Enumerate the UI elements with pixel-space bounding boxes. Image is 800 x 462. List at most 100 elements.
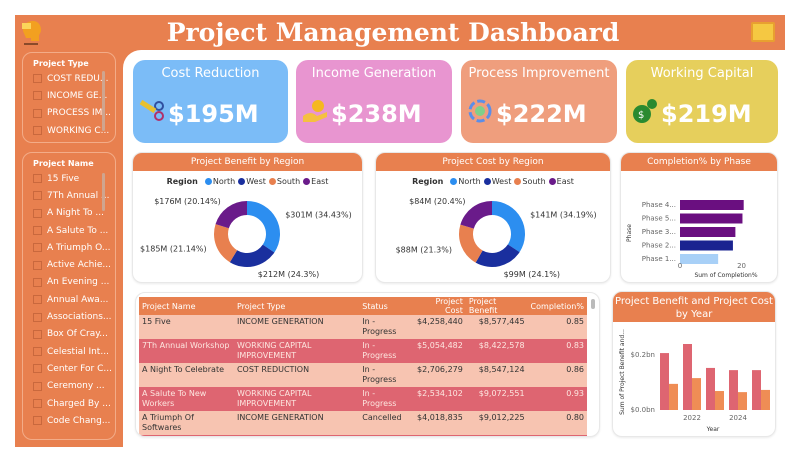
slicer-item[interactable]: 7Th Annual ... [33, 187, 115, 204]
slicer-item[interactable]: Celestial Int... [33, 343, 115, 360]
bar[interactable] [680, 240, 733, 251]
bar[interactable] [706, 367, 715, 410]
slicer-item[interactable]: A Night To ... [33, 205, 115, 222]
scrollbar[interactable] [591, 299, 595, 309]
checkbox[interactable] [33, 226, 42, 236]
donut-slice-north[interactable] [492, 201, 525, 253]
legend-item[interactable]: West [235, 177, 266, 186]
checkbox[interactable] [33, 399, 42, 408]
slicer-item[interactable]: A Salute To ... [33, 222, 115, 239]
bar[interactable] [680, 227, 736, 237]
donut-slice-south[interactable] [459, 224, 483, 263]
slicer-item[interactable]: Annual Awa... [33, 291, 115, 308]
checkbox[interactable] [33, 329, 42, 339]
legend-title: Region [412, 177, 444, 186]
slicer-item[interactable]: A Triumph O... [33, 239, 115, 256]
bar[interactable] [715, 391, 724, 410]
legend-item[interactable]: North [202, 177, 235, 186]
bar[interactable] [729, 370, 738, 410]
slicer-item[interactable]: Charged By ... [33, 395, 115, 412]
slicer-item[interactable]: Center For C... [33, 360, 115, 377]
checkbox[interactable] [33, 312, 42, 322]
checkbox[interactable] [33, 108, 42, 118]
checkbox[interactable] [33, 381, 42, 391]
bar[interactable] [752, 370, 761, 410]
bar[interactable] [738, 392, 747, 410]
table-cell: In - Progress [359, 387, 413, 411]
checkbox[interactable] [33, 191, 42, 201]
slicer-item[interactable]: WORKING C... [33, 122, 115, 139]
legend-item[interactable]: South [511, 177, 546, 186]
slicer-item[interactable]: Active Achie... [33, 256, 115, 273]
data-label: $141M (34.19%) [530, 211, 597, 220]
slicer-item[interactable]: An Evening ... [33, 274, 115, 291]
legend-item[interactable]: South [266, 177, 300, 186]
table-cell: $9,012,225 [465, 411, 528, 435]
legend-item[interactable]: East [546, 177, 574, 186]
table-cell: INCOME GENERATION [233, 411, 360, 435]
table-row[interactable]: 15 Five INCOME GENERATION In - Progress $4,… [139, 315, 587, 339]
checkbox[interactable] [33, 277, 42, 287]
scrollbar[interactable] [102, 173, 105, 211]
donut-slice-north[interactable] [247, 201, 280, 253]
slicer-item[interactable]: Code Chang... [33, 412, 115, 429]
slicer-item[interactable]: Ceremony ... [33, 378, 115, 395]
table-cell: Cancelled [359, 411, 413, 435]
table-row[interactable]: 7Th Annual Workshop WORKING CAPITAL IMPRO… [139, 339, 587, 363]
bar[interactable] [692, 378, 701, 410]
table-row[interactable]: A Triumph Of Softwares INCOME GENERATION C… [139, 411, 587, 435]
checkbox[interactable] [33, 91, 42, 101]
checkbox[interactable] [33, 295, 42, 305]
bar[interactable] [680, 200, 744, 210]
legend-title: Region [166, 177, 198, 186]
bar[interactable] [660, 353, 669, 410]
x-axis-label: Sum of Completion% [694, 272, 757, 279]
table-row[interactable]: A Salute To New Workers WORKING CAPITAL I… [139, 387, 587, 411]
bar[interactable] [680, 254, 719, 264]
slicer-item-label: Center For C... [47, 363, 112, 374]
column-header[interactable]: Project Type [233, 297, 360, 315]
legend-item[interactable]: North [447, 177, 481, 186]
table-row[interactable]: Active AchievementINCOME GENERATIONCance… [139, 435, 587, 436]
table-cell: $8,422,578 [465, 339, 528, 363]
slicer-item-label: Code Chang... [47, 415, 111, 426]
tick-label: Phase 5... [642, 215, 676, 223]
bar[interactable] [680, 213, 743, 224]
legend-item[interactable]: West [481, 177, 511, 186]
donut-slice-south[interactable] [214, 224, 238, 263]
column-header[interactable]: Completion% [527, 297, 587, 315]
checkbox[interactable] [33, 126, 42, 136]
column-header[interactable]: Project Cost [412, 297, 466, 315]
table-cell: 7Th Annual Workshop [139, 339, 234, 363]
checkbox[interactable] [33, 74, 42, 84]
slicer-item[interactable]: Box Of Cray... [33, 326, 115, 343]
bar[interactable] [761, 389, 770, 410]
column-header[interactable]: Project Benefit [465, 297, 528, 315]
scrollbar[interactable] [102, 71, 105, 131]
checkbox[interactable] [33, 347, 42, 357]
checkbox[interactable] [33, 364, 42, 374]
table-row[interactable]: A Night To Celebrate COST REDUCTION In - P… [139, 363, 587, 387]
donut-slice-east[interactable] [460, 201, 492, 229]
checkbox[interactable] [33, 208, 42, 218]
bar[interactable] [683, 344, 692, 410]
checkbox[interactable] [33, 243, 42, 253]
checkbox[interactable] [33, 174, 42, 184]
donut-slice-west[interactable] [229, 244, 275, 267]
legend-item[interactable]: East [300, 177, 328, 186]
slicer-item[interactable]: PROCESS IM... [33, 105, 115, 122]
donut-slice-east[interactable] [215, 201, 247, 229]
slicer-item[interactable]: COST REDU... [33, 70, 115, 87]
bar[interactable] [669, 383, 678, 410]
kpi-card: Working Capital $ $219M [626, 60, 778, 143]
slicer-item[interactable]: INCOME GE... [33, 87, 115, 104]
checkbox[interactable] [33, 260, 42, 270]
column-header[interactable]: Status [359, 297, 413, 315]
donut-slice-west[interactable] [475, 244, 520, 267]
column-header[interactable]: Project Name [139, 297, 234, 315]
svg-text:$: $ [638, 110, 644, 121]
folder-card-icon[interactable] [751, 22, 775, 42]
checkbox[interactable] [33, 416, 42, 426]
slicer-item[interactable]: Associations... [33, 308, 115, 325]
slicer-item[interactable]: 15 Five [33, 170, 115, 187]
